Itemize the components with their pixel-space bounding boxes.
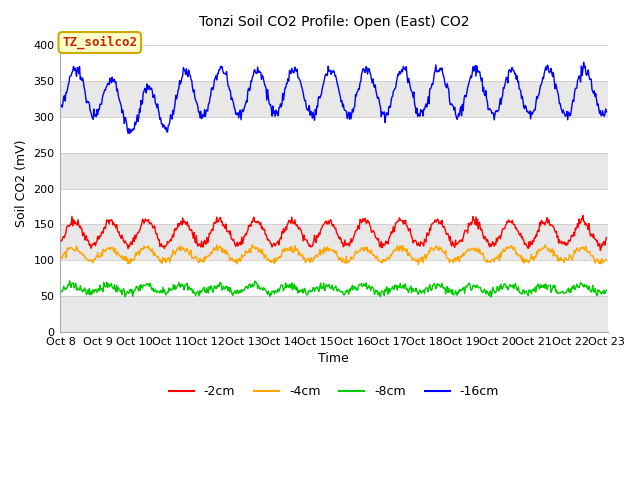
Y-axis label: Soil CO2 (mV): Soil CO2 (mV) — [15, 139, 28, 227]
X-axis label: Time: Time — [319, 352, 349, 365]
Bar — [60, 81, 608, 117]
Title: Tonzi Soil CO2 Profile: Open (East) CO2: Tonzi Soil CO2 Profile: Open (East) CO2 — [198, 15, 469, 29]
Legend: -2cm, -4cm, -8cm, -16cm: -2cm, -4cm, -8cm, -16cm — [164, 380, 504, 403]
Bar — [60, 45, 608, 81]
Bar — [60, 296, 608, 332]
Bar — [60, 224, 608, 260]
Bar — [60, 153, 608, 189]
Bar — [60, 189, 608, 224]
Bar — [60, 117, 608, 153]
Text: TZ_soilco2: TZ_soilco2 — [62, 36, 138, 49]
Bar — [60, 260, 608, 296]
